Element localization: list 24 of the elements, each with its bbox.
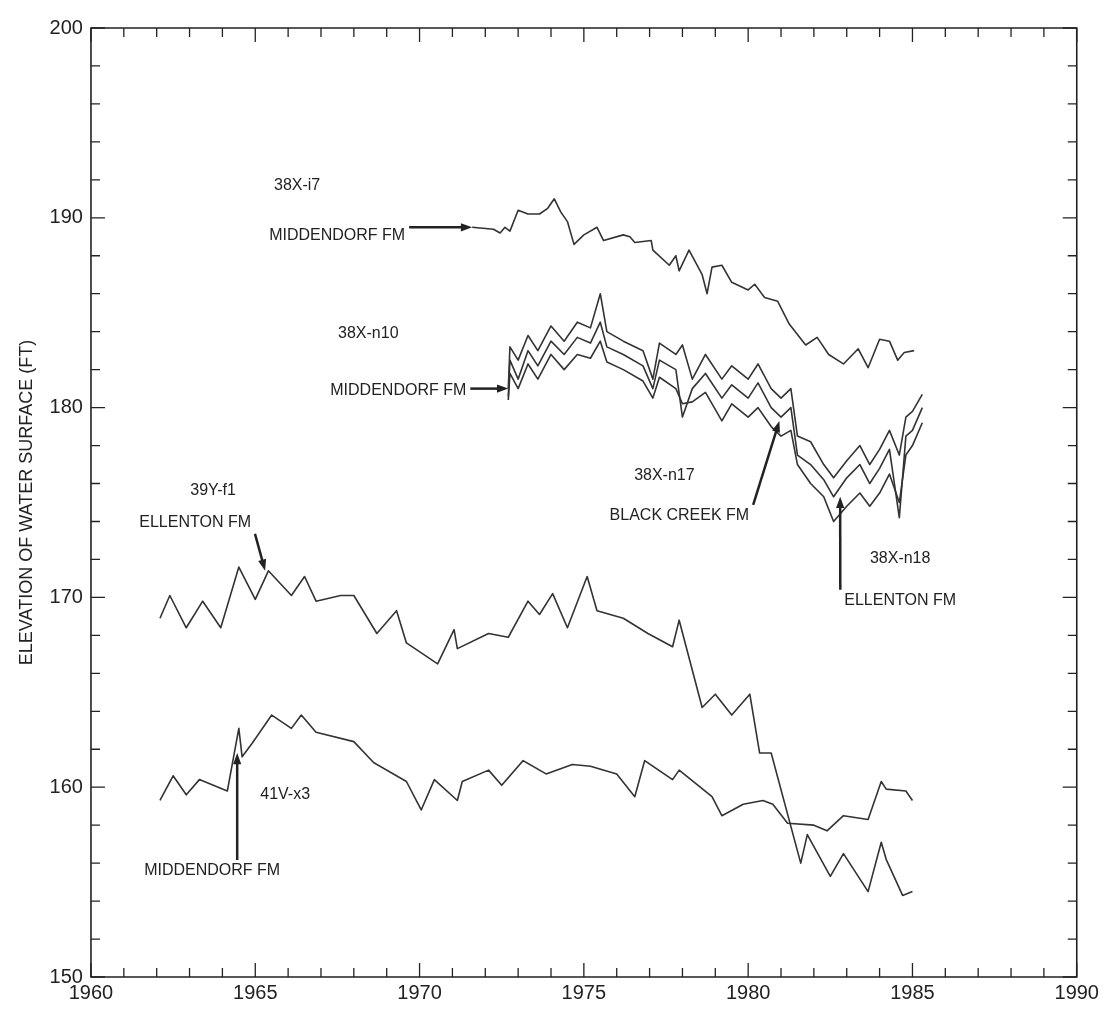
annotation: MIDDENDORF FM	[144, 861, 281, 879]
annotation: MIDDENDORF FM	[269, 225, 406, 243]
x-tick-label: 1975	[561, 980, 607, 1003]
y-axis-title: ELEVATION OF WATER SURFACE (FT)	[15, 339, 36, 666]
y-tick-label: 180	[49, 395, 83, 418]
x-tick-label: 1980	[725, 980, 771, 1003]
annotation: ELLENTON FM	[139, 513, 251, 531]
x-tick-label: 1965	[233, 980, 278, 1003]
annotation: MIDDENDORF FM	[330, 380, 467, 398]
annotation: 38X-n10	[338, 323, 399, 341]
annotation: 38X-i7	[274, 175, 321, 193]
annotation: 39Y-f1	[190, 481, 237, 499]
annotation: 38X-n18	[869, 549, 931, 567]
y-tick-label: 200	[49, 15, 83, 38]
annotation: ELLENTON FM	[844, 591, 957, 609]
x-tick-label: 1970	[397, 980, 442, 1003]
y-tick-label: 160	[49, 774, 83, 797]
annotation: 41V-x3	[260, 785, 311, 803]
x-tick-label: 1990	[1054, 980, 1099, 1003]
annotation: 38X-n17	[634, 466, 695, 484]
y-tick-label: 190	[49, 205, 83, 228]
x-tick-label: 1985	[890, 980, 935, 1003]
annotation: BLACK CREEK FM	[609, 506, 750, 524]
y-tick-label: 170	[49, 584, 83, 607]
